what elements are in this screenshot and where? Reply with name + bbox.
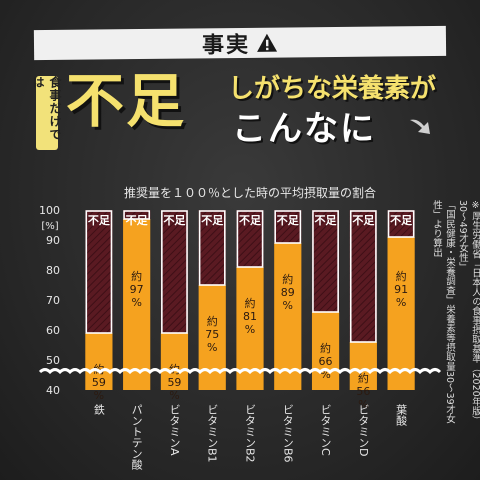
shortfall-label: 不足 [315, 214, 338, 227]
y-tick-label: 60 [46, 324, 60, 337]
shortfall-outline [161, 210, 188, 334]
fact-banner: 事実 [33, 25, 447, 61]
headline-fusoku: 不足 [66, 67, 187, 135]
value-label: 約 81% [243, 296, 257, 336]
source-line-2: 「国民健康・栄養調査」栄養素等摂取量30〜39才女性」より算出 [431, 200, 455, 424]
category-label: 鉄 [92, 403, 105, 415]
category-label: ビタミンB6 [281, 404, 294, 463]
shortfall-outline [387, 210, 415, 238]
chart-title: 推奨量を１００％とした時の平均摂取量の割合 [123, 186, 376, 200]
warning-icon [257, 33, 278, 52]
value-label: 約 59% [92, 362, 106, 402]
category-label: ビタミンA [168, 404, 181, 456]
shortfall-outline [274, 210, 302, 244]
category-label: 葉酸 [395, 403, 408, 427]
shortfall-label: 不足 [201, 214, 224, 227]
intake-bar [387, 237, 415, 390]
shortfall-label: 不足 [352, 214, 375, 227]
shortfall-label: 不足 [239, 214, 262, 227]
category-label: ビタミンC [319, 404, 332, 456]
y-axis-label: [%] [41, 221, 58, 232]
category-label: ビタミンB2 [244, 404, 257, 463]
headline-line1: しがちな栄養素が [228, 74, 437, 104]
shortfall-bar [274, 210, 302, 243]
value-label: 約 59% [167, 362, 181, 402]
shortfall-outline [312, 210, 339, 313]
shortfall-outline [85, 210, 113, 334]
y-tick-label: 40 [46, 384, 60, 397]
headline-line2: こんなに [232, 109, 376, 149]
category-label: パントテン酸 [130, 404, 143, 471]
category-label: ビタミンB1 [206, 404, 219, 463]
shortfall-outline [236, 210, 264, 268]
shortfall-outline [123, 210, 151, 220]
down-arrow-icon [410, 119, 430, 134]
value-label: 約 75% [205, 314, 219, 354]
y-tick-label: 50 [46, 354, 60, 367]
value-label: 約 91% [394, 269, 408, 309]
y-tick-label: 90 [46, 234, 60, 247]
intake-bar [85, 333, 113, 390]
shortfall-label: 不足 [390, 214, 413, 227]
shortfall-outline [349, 210, 377, 343]
shortfall-label: 不足 [126, 214, 149, 227]
value-label: 約 89% [281, 272, 295, 312]
y-tick-label: 80 [46, 264, 60, 277]
shortfall-label: 不足 [163, 214, 186, 227]
shortfall-bar [387, 210, 415, 237]
intake-bar [160, 333, 189, 390]
shortfall-bar [236, 210, 264, 267]
value-label: 約 97% [130, 269, 144, 309]
shortfall-label: 不足 [88, 214, 111, 227]
intake-bar [274, 243, 302, 390]
shortfall-bar [85, 210, 113, 333]
shortfall-label: 不足 [277, 214, 300, 227]
shortfall-bar [123, 210, 151, 219]
axis-break-wave [38, 368, 442, 375]
source-note: ※厚生労働省「日本人の食事摂取基準（2020年版）30〜49才女性」 「国民健康… [430, 200, 480, 430]
intake-bar [123, 219, 151, 390]
value-label: 約 56% [356, 371, 370, 411]
source-line-1: ※厚生労働省「日本人の食事摂取基準（2020年版）30〜49才女性」 [457, 200, 480, 426]
category-label: ビタミンD [357, 404, 370, 457]
intake-bar [311, 312, 340, 390]
y-tick-label: 70 [46, 294, 60, 307]
shortfall-outline [198, 210, 226, 286]
shortfall-bar [349, 210, 377, 342]
shortfall-bar [198, 210, 226, 285]
shortfall-bar [311, 210, 340, 312]
value-label: 約 66% [319, 341, 333, 381]
intake-bar [349, 342, 377, 390]
shortfall-bar [160, 210, 189, 333]
y-tick-label: 100 [39, 204, 60, 217]
